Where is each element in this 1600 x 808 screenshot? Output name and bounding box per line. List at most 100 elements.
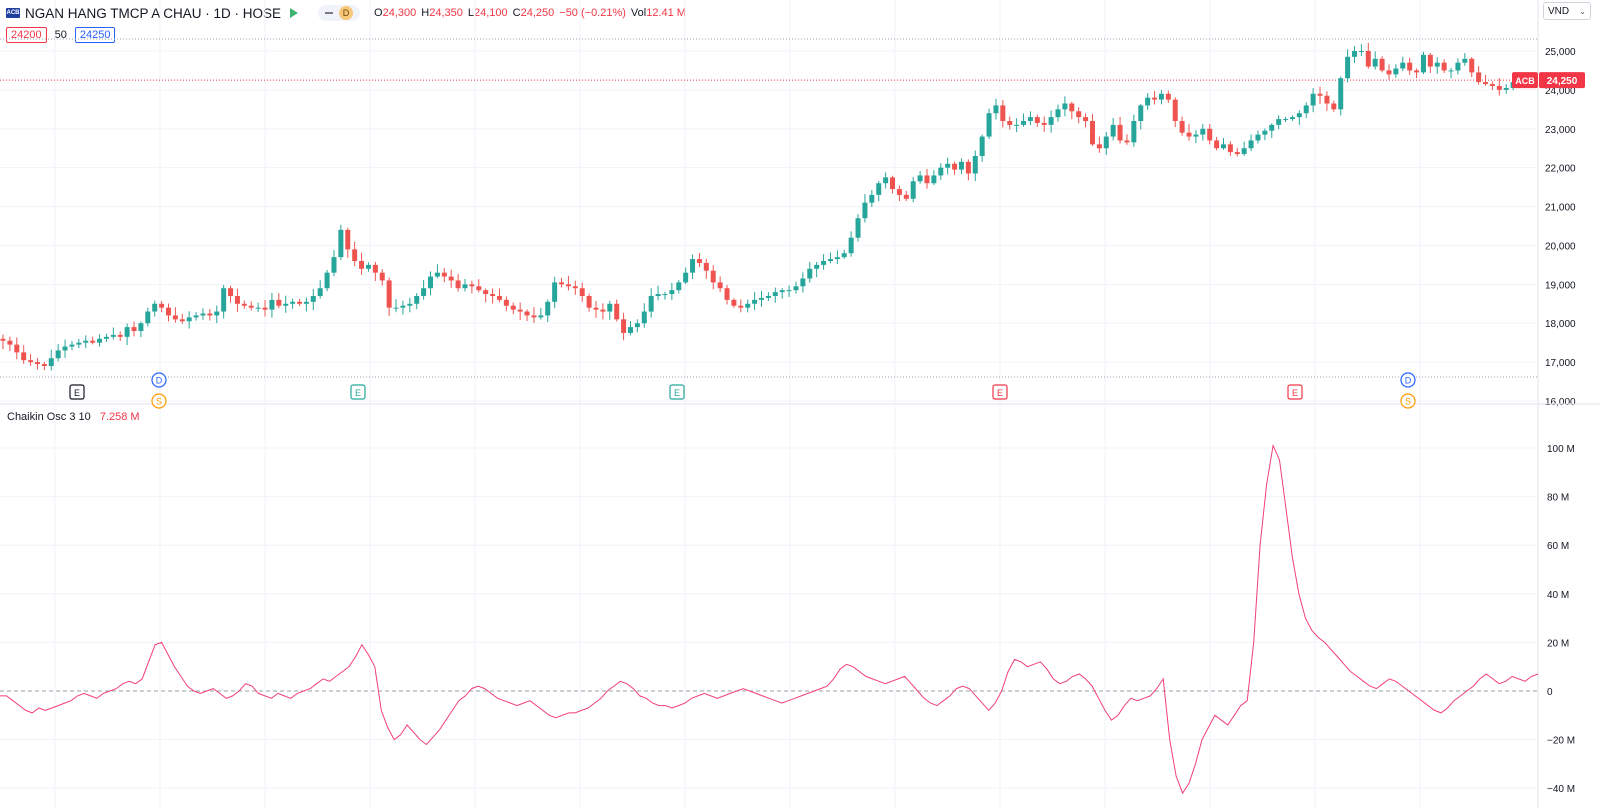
candle-body <box>1358 51 1364 52</box>
event-marker-label: S <box>1405 397 1411 407</box>
candle-body <box>172 315 178 320</box>
candle-body <box>793 286 799 291</box>
candle-body <box>1172 99 1178 121</box>
osc-tick-label: 100 M <box>1547 444 1575 455</box>
earnings-marker-label: E <box>355 388 361 398</box>
candle-body <box>607 303 613 312</box>
candle-body <box>338 229 344 258</box>
open-label: O <box>374 7 383 19</box>
candle-body <box>1117 124 1123 141</box>
candle-body <box>186 317 192 322</box>
bid-button[interactable]: 24200 <box>6 27 47 43</box>
close-label: C <box>512 7 521 19</box>
ask-button[interactable]: 24250 <box>74 27 116 43</box>
ohlc-readout: O24,300 H24,350 L24,100 C24,250 −50 (−0.21%)… <box>374 7 686 19</box>
candle-body <box>1103 136 1109 149</box>
candle-body <box>876 183 882 195</box>
candle-body <box>0 338 6 341</box>
candle-body <box>1007 121 1013 125</box>
candle-body <box>545 301 551 316</box>
candle-body <box>696 259 702 263</box>
price-tick-label: 16,000 <box>1545 397 1576 408</box>
candle-body <box>1483 82 1489 85</box>
candle-body <box>1296 113 1302 118</box>
flag-icon[interactable] <box>290 8 299 18</box>
candle-body <box>1000 105 1006 121</box>
volume-label: Vol <box>630 7 647 19</box>
candle-body <box>1476 72 1482 83</box>
candle-body <box>234 296 240 304</box>
chevron-down-icon: ⌄ <box>1579 6 1586 16</box>
earnings-marker <box>1287 384 1303 400</box>
candle-body <box>1124 140 1130 143</box>
candle-body <box>1248 140 1254 149</box>
quote-row: 24200 50 24250 <box>6 27 116 43</box>
osc-tick-label: 20 M <box>1547 638 1569 649</box>
candle-body <box>1310 93 1316 106</box>
candle-body <box>903 194 909 199</box>
candle-body <box>800 278 806 287</box>
candle-body <box>676 282 682 291</box>
candle-body <box>1427 54 1433 67</box>
candle-body <box>503 299 509 306</box>
candle-body <box>821 261 827 265</box>
price-tick-label: 22,000 <box>1545 164 1576 175</box>
candle-body <box>717 282 723 289</box>
price-tick-label: 23,000 <box>1545 125 1576 136</box>
candle-body <box>869 194 875 203</box>
currency-value: VND <box>1548 5 1570 17</box>
candle-body <box>1345 56 1351 79</box>
candle-body <box>1365 51 1371 67</box>
candle-body <box>7 340 13 345</box>
event-marker-label: D <box>1405 376 1412 386</box>
candle-body <box>759 297 764 300</box>
price-tag-symbol-bg <box>1512 72 1538 89</box>
candle-body <box>48 358 54 366</box>
candle-body <box>331 257 337 273</box>
candle-body <box>352 249 358 261</box>
candle-body <box>924 175 930 184</box>
candle-body <box>1289 117 1295 120</box>
candle-body <box>414 296 420 304</box>
symbol-title[interactable]: NGAN HANG TMCP A CHAU · 1D · HOSE <box>25 5 282 21</box>
candle-body <box>483 290 489 295</box>
currency-select[interactable]: VND ⌄ <box>1543 2 1591 20</box>
candle-body <box>745 303 751 308</box>
candle-body <box>1138 105 1144 121</box>
candle-body <box>1352 51 1358 57</box>
candle-body <box>283 303 289 306</box>
candle-body <box>765 296 771 298</box>
candle-body <box>1200 128 1206 135</box>
candle-body <box>1055 109 1061 118</box>
interval-pill[interactable]: D <box>318 5 361 21</box>
candle-body <box>586 296 592 308</box>
candle-body <box>262 307 268 310</box>
price-tick-label: 18,000 <box>1545 319 1576 330</box>
candle-body <box>200 313 206 316</box>
candle-body <box>786 290 792 292</box>
candle-body <box>841 253 847 258</box>
indicator-legend[interactable]: Chaikin Osc 3 10 7.258 M <box>7 411 140 423</box>
candle-body <box>1448 70 1454 72</box>
candle-body <box>731 299 737 306</box>
candle-body <box>738 305 744 308</box>
candle-body <box>1434 62 1440 67</box>
earnings-marker <box>992 384 1008 400</box>
candle-body <box>421 288 427 296</box>
close-value: 24,250 <box>520 7 555 19</box>
candle-body <box>1414 70 1420 73</box>
candle-body <box>1276 119 1282 125</box>
candle-body <box>814 264 820 269</box>
candle-body <box>131 327 137 331</box>
candle-body <box>972 156 978 174</box>
candle-body <box>83 340 89 343</box>
candle-body <box>1041 122 1047 125</box>
candle-body <box>248 305 254 308</box>
indicator-params: 3 10 <box>69 411 91 423</box>
interval-badge: D <box>339 6 354 20</box>
candle-body <box>559 282 565 285</box>
price-tick-label: 24,000 <box>1545 86 1576 97</box>
candle-body <box>55 350 61 359</box>
candle-body <box>1269 124 1275 131</box>
